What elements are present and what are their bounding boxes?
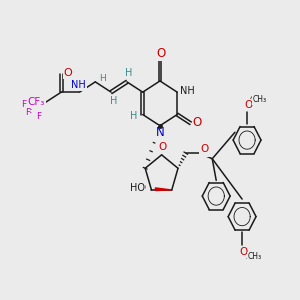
Text: O: O: [158, 142, 166, 152]
Text: N: N: [156, 126, 165, 139]
Text: F: F: [36, 114, 41, 123]
Text: CF₃: CF₃: [28, 99, 45, 109]
Text: O: O: [244, 100, 252, 110]
Text: NH: NH: [71, 80, 86, 90]
Text: F: F: [26, 109, 32, 118]
Text: H: H: [99, 74, 106, 82]
Text: F: F: [21, 100, 26, 109]
Text: NH: NH: [180, 86, 194, 96]
Text: H: H: [110, 96, 117, 106]
Text: H: H: [110, 96, 116, 105]
Text: CH₃: CH₃: [248, 252, 262, 261]
Text: O: O: [244, 100, 253, 110]
Text: O: O: [193, 116, 202, 129]
Text: O: O: [156, 47, 165, 61]
Text: O: O: [194, 118, 202, 128]
Text: O: O: [156, 50, 165, 60]
Text: O: O: [64, 68, 72, 78]
Text: H: H: [124, 68, 132, 78]
Text: O: O: [201, 146, 209, 156]
Text: NH: NH: [71, 80, 86, 90]
Text: CF₃: CF₃: [28, 98, 45, 107]
Text: CH₃: CH₃: [249, 96, 263, 105]
Text: O: O: [240, 247, 248, 257]
Text: NH: NH: [180, 86, 195, 96]
Text: H: H: [131, 112, 138, 121]
Text: N: N: [156, 128, 164, 137]
Text: CH₃: CH₃: [253, 95, 267, 104]
Text: O: O: [239, 247, 247, 257]
Text: F: F: [25, 108, 30, 117]
Text: HO: HO: [130, 183, 145, 193]
Text: F: F: [36, 112, 41, 121]
Text: CH₃: CH₃: [244, 252, 259, 261]
Text: H: H: [130, 111, 137, 122]
Polygon shape: [155, 188, 172, 190]
Text: F: F: [22, 102, 27, 111]
Text: H: H: [124, 68, 131, 77]
Text: O: O: [64, 68, 73, 78]
Text: O: O: [200, 144, 208, 154]
Text: HO: HO: [131, 183, 146, 193]
